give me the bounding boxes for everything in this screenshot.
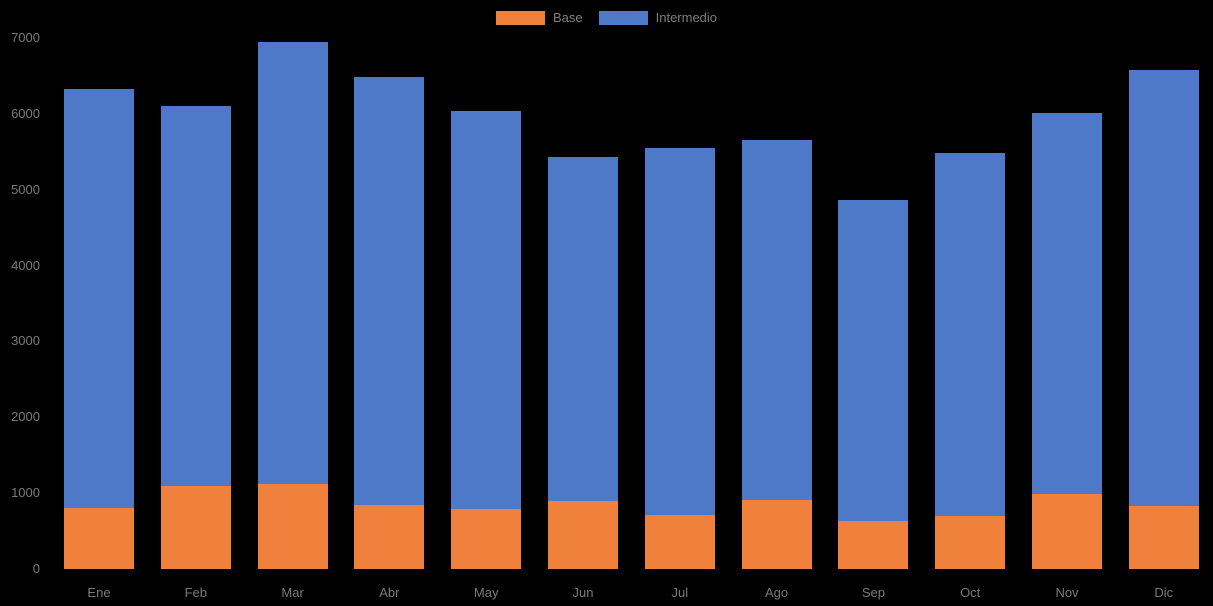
x-tick-label-feb: Feb xyxy=(184,585,207,600)
y-tick-label: 0 xyxy=(32,561,40,576)
legend-item-base: Base xyxy=(495,10,583,25)
bar-segment-base-mar xyxy=(257,484,328,569)
bar-segment-intermedio-ene xyxy=(64,88,134,508)
x-tick-label-abr: Abr xyxy=(379,585,400,600)
y-tick-label: 2000 xyxy=(11,409,40,425)
y-tick-label: 4000 xyxy=(11,257,40,273)
legend-label-base: Base xyxy=(552,10,583,25)
x-tick-label-nov: Nov xyxy=(1055,585,1079,600)
x-tick-label-ene: Ene xyxy=(87,585,111,600)
x-tick-label-mar: Mar xyxy=(281,585,304,600)
bar-segment-base-ago xyxy=(741,500,812,569)
legend-label-intermedio: Intermedio xyxy=(655,10,718,25)
intermedio-color-swatch xyxy=(598,11,648,25)
y-tick-label: 6000 xyxy=(11,105,40,121)
bar-segment-base-feb xyxy=(160,486,231,569)
x-tick-label-oct: Oct xyxy=(960,585,981,600)
bar-segment-intermedio-jul xyxy=(644,147,715,516)
bar-segment-intermedio-jun xyxy=(548,157,618,502)
y-tick-label: 7000 xyxy=(11,30,40,45)
base-color-swatch xyxy=(495,11,545,25)
bar-segment-intermedio-ago xyxy=(741,139,812,501)
bar-segment-intermedio-nov xyxy=(1032,113,1102,495)
bar-segment-base-jul xyxy=(644,515,715,569)
y-tick-label: 5000 xyxy=(11,181,40,197)
bar-segment-intermedio-dic xyxy=(1128,69,1199,506)
bar-segment-base-may xyxy=(451,509,522,569)
bar-segment-base-abr xyxy=(354,504,425,569)
bar-segment-intermedio-sep xyxy=(838,200,909,521)
legend: Base Intermedio xyxy=(0,11,1213,25)
bar-segment-base-ene xyxy=(64,507,134,569)
y-tick-label: 1000 xyxy=(11,485,40,501)
bar-segment-base-dic xyxy=(1128,505,1199,569)
bar-segment-base-sep xyxy=(838,520,909,569)
bar-segment-intermedio-oct xyxy=(935,152,1006,516)
y-tick-label: 3000 xyxy=(11,333,40,349)
bar-segment-intermedio-may xyxy=(451,110,522,510)
x-tick-label-jun: Jun xyxy=(572,585,594,600)
bar-segment-intermedio-feb xyxy=(160,105,231,487)
legend-item-intermedio: Intermedio xyxy=(598,10,718,25)
x-tick-label-may: May xyxy=(473,585,499,600)
x-tick-label-jul: Jul xyxy=(671,585,689,600)
bar-segment-intermedio-mar xyxy=(257,41,328,485)
x-tick-label-dic: Dic xyxy=(1154,585,1174,600)
bar-segment-intermedio-abr xyxy=(354,77,425,505)
x-tick-label-sep: Sep xyxy=(861,585,885,600)
x-tick-label-ago: Ago xyxy=(765,585,789,600)
bar-segment-base-jun xyxy=(548,501,618,569)
bar-segment-base-oct xyxy=(935,515,1006,569)
bar-segment-base-nov xyxy=(1032,494,1102,569)
